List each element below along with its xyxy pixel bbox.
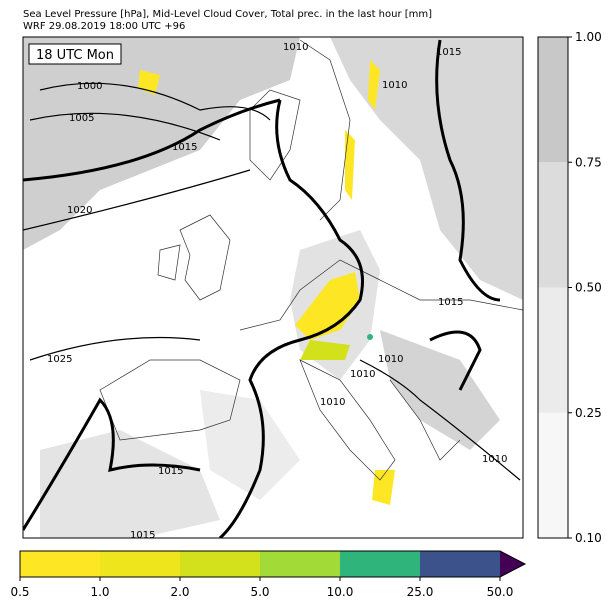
title-line: Sea Level Pressure [hPa], Mid-Level Clou… (23, 9, 432, 20)
precip-color-band (340, 551, 420, 577)
cloud-color-band (538, 287, 568, 413)
isobar-label: 1015 (438, 297, 463, 308)
cloud-areas (23, 37, 523, 538)
precip-tick-label: 1.0 (90, 585, 109, 599)
cloud-color-band (538, 37, 568, 163)
isobar-label: 1010 (482, 454, 507, 465)
cloud-tick-label: 1.00 (575, 30, 602, 44)
precip-areas (138, 60, 395, 505)
precip-tick-label: 25.0 (407, 585, 434, 599)
isobar-label: 1025 (47, 354, 72, 365)
precip-color-band (420, 551, 500, 577)
isobar-labels: 1010 1000 1005 1015 1020 1010 1015 1015 … (47, 42, 507, 541)
precip-colorbar-frame (19, 550, 527, 578)
precip-color-band (100, 551, 180, 577)
precip-tick-label: 2.0 (170, 585, 189, 599)
precip-tick-label: 0.5 (10, 585, 29, 599)
precip-color-band (260, 551, 340, 577)
precip-tick-label: 5.0 (250, 585, 269, 599)
title-line: WRF 29.08.2019 18:00 UTC +96 (23, 21, 185, 32)
isobar-label: 1015 (130, 530, 155, 541)
isobar-label: 1000 (77, 81, 102, 92)
precip-tick-label: 10.0 (327, 585, 354, 599)
isobar-label: 1015 (172, 142, 197, 153)
isobar-label: 1010 (382, 80, 407, 91)
precip-tick-label: 50.0 (487, 585, 514, 599)
isobars (23, 39, 521, 538)
colorbars: 0.10 0.25 0.50 0.75 1.00 0.5 1.0 2.0 5.0 10.0 25.0… (10, 30, 601, 599)
map: 1010 1000 1005 1015 1020 1010 1015 1015 … (23, 37, 523, 541)
isobar-label: 1005 (69, 113, 94, 124)
time-box (28, 43, 122, 65)
isobar-label: 1010 (378, 354, 403, 365)
time-label: 18 UTC Mon (36, 48, 114, 63)
precip-color-band (180, 551, 260, 577)
cloud-tick-label: 0.25 (575, 406, 602, 420)
precip-extend (500, 551, 525, 577)
cloud-tick-label: 0.10 (575, 531, 602, 545)
isobar-label: 1015 (436, 47, 461, 58)
map-frame (22, 36, 524, 539)
cloud-tick-label: 0.50 (575, 281, 602, 295)
isobar-label: 1010 (320, 397, 345, 408)
isobar-label: 1015 (158, 466, 183, 477)
isobar-label: 1010 (350, 369, 375, 380)
isobar-label: 1020 (67, 205, 92, 216)
cloud-color-band (538, 412, 568, 538)
cloud-color-band (538, 162, 568, 288)
cloud-tick-label: 0.75 (575, 155, 602, 169)
precip-color-band (20, 551, 100, 577)
isobar-label: 1010 (283, 42, 308, 53)
